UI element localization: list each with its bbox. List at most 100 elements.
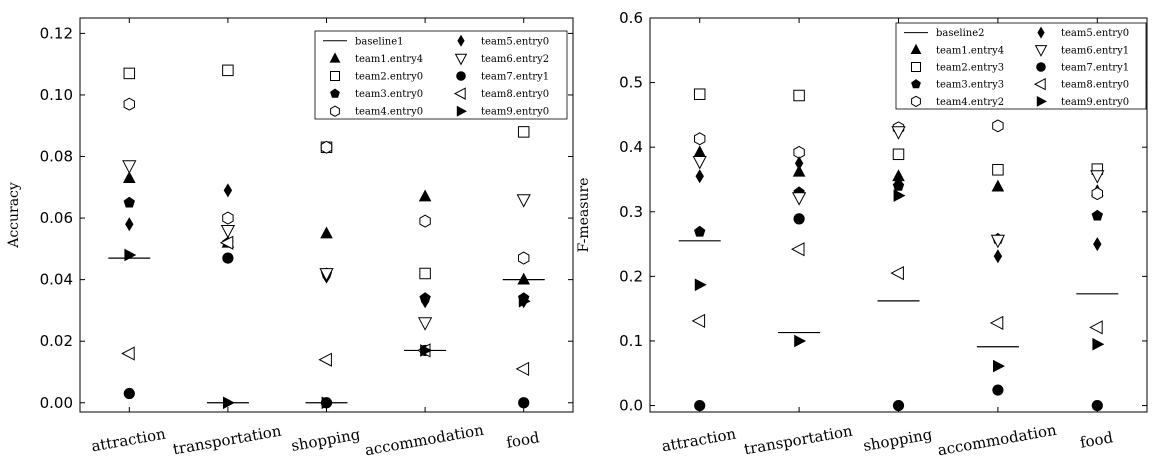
data-point [793, 89, 805, 102]
data-point [794, 156, 804, 171]
data-point [991, 179, 1005, 192]
data-point [693, 145, 706, 158]
data-point [321, 396, 334, 410]
data-point [420, 294, 430, 309]
data-point [420, 344, 433, 357]
data-point [123, 196, 135, 208]
legend-marker-icon [1036, 96, 1047, 107]
legend-marker-icon [910, 43, 922, 54]
data-point [223, 183, 233, 198]
data-point [894, 175, 903, 190]
series-team9.entry0 [124, 248, 531, 410]
legend-label: team3.entry3 [936, 80, 1004, 91]
data-point [1090, 170, 1105, 184]
category-label-accommodation: accommodation [936, 421, 1058, 460]
data-point [124, 248, 137, 262]
series-team8.entry0 [121, 235, 530, 377]
y-tick-label: 0.10 [40, 86, 73, 104]
data-point [693, 88, 706, 100]
data-point [990, 234, 1006, 249]
legend-label: team1.entry4 [355, 54, 423, 65]
data-point [893, 189, 906, 202]
data-point [1091, 209, 1103, 221]
series-team1.entry4 [123, 171, 530, 285]
legend-label: team6.entry2 [481, 54, 549, 65]
series-team3.entry0 [123, 196, 530, 303]
data-point [122, 160, 137, 174]
y-tick-label: 0.12 [40, 24, 73, 42]
legend-marker-icon [1034, 45, 1048, 57]
data-point [123, 67, 136, 80]
data-point [125, 217, 134, 232]
legend-label: team2.entry0 [355, 72, 423, 83]
data-point [1093, 237, 1102, 252]
legend-label: team1.entry4 [936, 45, 1004, 56]
category-label-attraction: attraction [90, 425, 167, 456]
legend-marker-icon [1033, 77, 1046, 91]
legend: baseline2 team1.entry4 team2.entry3 team3.e… [895, 22, 1147, 110]
legend-marker-icon [911, 62, 921, 72]
data-point [992, 119, 1004, 133]
category-label-attraction: attraction [660, 425, 737, 456]
y-tick-label: 0.6 [619, 9, 643, 27]
series-team9.entry0 [694, 189, 1105, 373]
data-point [518, 397, 530, 409]
legend-marker-icon [456, 71, 466, 81]
series-team4.entry0 [123, 97, 530, 265]
data-point [123, 171, 136, 183]
data-point [516, 194, 531, 208]
y-tick-label: 0.02 [40, 332, 73, 350]
data-point [517, 126, 530, 138]
legend-label: team4.entry0 [355, 107, 423, 118]
data-point [222, 64, 234, 77]
legend-marker-icon [330, 105, 340, 117]
legend-marker-icon [911, 79, 921, 89]
legend-marker-icon [1037, 26, 1045, 39]
data-point [695, 169, 704, 184]
data-point [892, 169, 905, 182]
data-point [694, 132, 706, 146]
data-point [320, 226, 333, 239]
data-point [318, 352, 332, 367]
legend-label: team2.entry3 [936, 63, 1004, 74]
y-tick-label: 0.5 [619, 74, 643, 92]
data-point [691, 313, 706, 329]
data-point [694, 225, 706, 237]
legend: baseline1 team1.entry4 team2.entry0 team3.e… [314, 30, 568, 120]
legend-label: team5.entry0 [481, 36, 549, 47]
data-point [219, 235, 234, 250]
legend-marker-icon [453, 87, 466, 100]
data-point [320, 140, 333, 154]
data-point [1089, 320, 1103, 335]
series-team5.entry0 [695, 156, 1102, 264]
category-label-transportation: transportation [171, 422, 283, 459]
y-tick-label: 0.3 [619, 203, 643, 221]
category-label-shopping: shopping [290, 425, 362, 455]
y-tick-label: 0.08 [40, 148, 73, 166]
data-point [222, 252, 234, 264]
legend-label: team9.entry0 [481, 107, 549, 118]
legend-box [314, 30, 568, 120]
category-label-accommodation: accommodation [363, 421, 485, 460]
series-team6.entry2 [122, 160, 531, 331]
data-point [222, 211, 234, 225]
y-tick-label: 0.00 [40, 394, 73, 412]
accuracy-chart: 0.00 0.02 0.04 0.06 0.08 0.10 0.12 Accuracy attr… [6, 17, 574, 460]
data-point [694, 278, 707, 292]
y-tick-label: 0.0 [619, 397, 643, 415]
data-point [992, 384, 1004, 396]
legend-marker-icon [330, 71, 340, 81]
legend-marker-icon [330, 88, 340, 98]
legend-marker-icon [454, 53, 468, 66]
legend-label: team7.entry1 [481, 72, 549, 83]
legend-label: team8.entry0 [1061, 80, 1129, 91]
data-point [692, 156, 707, 170]
series-team8.entry0 [691, 242, 1103, 335]
series-baseline2 [678, 240, 1119, 348]
y-tick-label: 0.06 [40, 209, 73, 227]
data-point [892, 399, 905, 412]
y-tick-label: 0.2 [619, 267, 643, 285]
category-label-food: food [1079, 428, 1115, 452]
data-point [419, 267, 431, 280]
